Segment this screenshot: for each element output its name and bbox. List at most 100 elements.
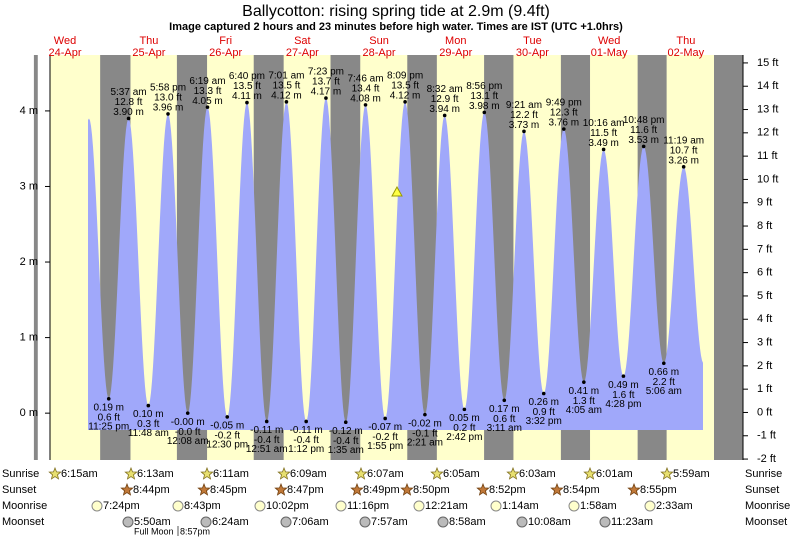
tide-time: 11:19 am (663, 135, 704, 146)
tide-height-m: 3.53 m (628, 135, 659, 146)
tide-height-ft: -0.4 ft (293, 435, 319, 446)
chart-subtitle: Image captured 2 hours and 23 minutes be… (169, 21, 623, 33)
moonrise-time: 1:14am (502, 500, 539, 512)
icon (91, 500, 103, 512)
day-weekday: Wed (598, 35, 620, 47)
tide-height-ft: 12.8 ft (115, 97, 143, 108)
sunset-time: 8:52pm (489, 484, 526, 496)
tide-time: 6:40 pm (229, 71, 265, 82)
tide-height-ft: 10.7 ft (670, 145, 698, 156)
day-weekday: Mon (445, 35, 466, 47)
day-date: 30-Apr (516, 47, 549, 59)
tide-height-ft: 1.6 ft (612, 390, 634, 401)
y2-tick-label: 6 ft (757, 267, 772, 279)
moonset-time: 11:23am (611, 516, 653, 528)
tide-time: 12:51 am (246, 444, 288, 455)
icon (568, 500, 580, 512)
tide-point (403, 100, 407, 104)
day-weekday: Wed (54, 35, 76, 47)
moonrise-time: 10:02pm (266, 500, 309, 512)
row-label: Sunrise (745, 468, 782, 480)
y2-tick-label: 12 ft (757, 127, 778, 139)
tide-height-m: -0.00 m (171, 417, 205, 428)
tide-point (522, 129, 526, 134)
tide-time: 1:12 pm (288, 444, 324, 455)
row-label: Moonset (745, 516, 787, 528)
tide-time: 12:30 pm (206, 440, 248, 451)
icon (200, 516, 212, 528)
tide-height-ft: -0.4 ft (333, 436, 359, 447)
icon (172, 500, 184, 512)
icon (400, 482, 414, 496)
tide-height-m: 4.12 m (390, 90, 421, 101)
sunrise-time: 6:13am (137, 468, 174, 480)
tide-time: 1:55 pm (367, 441, 403, 452)
tide-height-m: 3.96 m (153, 103, 184, 114)
icon (335, 500, 347, 512)
tide-point (126, 116, 131, 121)
tide-height-m: 4.05 m (192, 96, 223, 107)
tide-height-ft: 13.4 ft (352, 84, 380, 95)
icon (122, 516, 134, 528)
tide-height-ft: 11.6 ft (630, 125, 657, 136)
tide-time: 7:23 pm (308, 67, 344, 78)
tide-time: 8:32 am (427, 84, 463, 95)
night (33, 55, 38, 460)
tide-height-ft: 2.2 ft (653, 377, 675, 388)
tide-point (343, 420, 348, 425)
tide-time: 9:49 pm (546, 98, 582, 109)
tide-time: 4:05 am (566, 405, 602, 416)
icon (506, 466, 520, 480)
tide-point (284, 100, 289, 104)
y2-tick-label: 10 ft (757, 173, 778, 185)
icon (48, 466, 62, 480)
tide-time: 11:25 pm (88, 421, 129, 432)
tide-height-ft: 1.3 ft (573, 396, 595, 407)
row-label: Sunrise (2, 468, 39, 480)
y2-tick-label: 14 ft (757, 80, 778, 92)
moonrise-time: 2:33am (656, 500, 693, 512)
tide-height-ft: 11.5 ft (590, 128, 617, 139)
day-date: 27-Apr (286, 47, 319, 59)
sunrise-time: 6:15am (61, 468, 98, 480)
icon (413, 500, 425, 512)
tide-time: 8:09 pm (387, 70, 423, 81)
icon (359, 516, 371, 528)
sunrise-time: 6:01am (596, 468, 633, 480)
icon (350, 482, 364, 496)
icon (476, 482, 490, 496)
day-date: 01-May (591, 47, 628, 59)
tide-height-m: 3.73 m (509, 120, 540, 131)
sunset-time: 8:55pm (640, 484, 677, 496)
tide-height-m: 4.08 m (350, 94, 381, 105)
chart-title: Ballycotton: rising spring tide at 2.9m … (242, 3, 550, 20)
icon (277, 466, 291, 480)
moonset-time: 6:24am (212, 516, 249, 528)
icon (550, 482, 564, 496)
tide-point (681, 165, 686, 169)
moonrise-time: 12:21am (425, 500, 468, 512)
moonset-time: 8:58am (449, 516, 486, 528)
moonrise-time: 11:16pm (347, 500, 389, 512)
tide-time: 10:48 pm (623, 115, 665, 126)
tide-height-ft: -0.4 ft (254, 435, 280, 446)
sunrise-time: 6:05am (443, 468, 480, 480)
tide-time: 7:46 am (347, 74, 383, 85)
tide-point (205, 105, 210, 109)
tide-point (146, 403, 151, 408)
tide-height-ft: 0.9 ft (533, 407, 555, 418)
day-date: 29-Apr (439, 47, 472, 59)
y2-tick-label: 3 ft (757, 336, 772, 348)
tide-height-m: 0.05 m (449, 413, 480, 424)
icon (274, 482, 288, 496)
y2-tick-label: 15 ft (757, 57, 778, 69)
tide-height-ft: 0.3 ft (137, 419, 159, 430)
row-label: Sunset (2, 484, 36, 496)
row-label: Moonrise (745, 500, 790, 512)
tide-height-m: -0.02 m (408, 418, 442, 429)
day-weekday: Sat (294, 35, 311, 47)
tide-height-m: 3.90 m (113, 107, 144, 118)
tide-time: 6:19 am (189, 76, 225, 87)
tide-height-ft: 0.6 ft (98, 412, 120, 423)
